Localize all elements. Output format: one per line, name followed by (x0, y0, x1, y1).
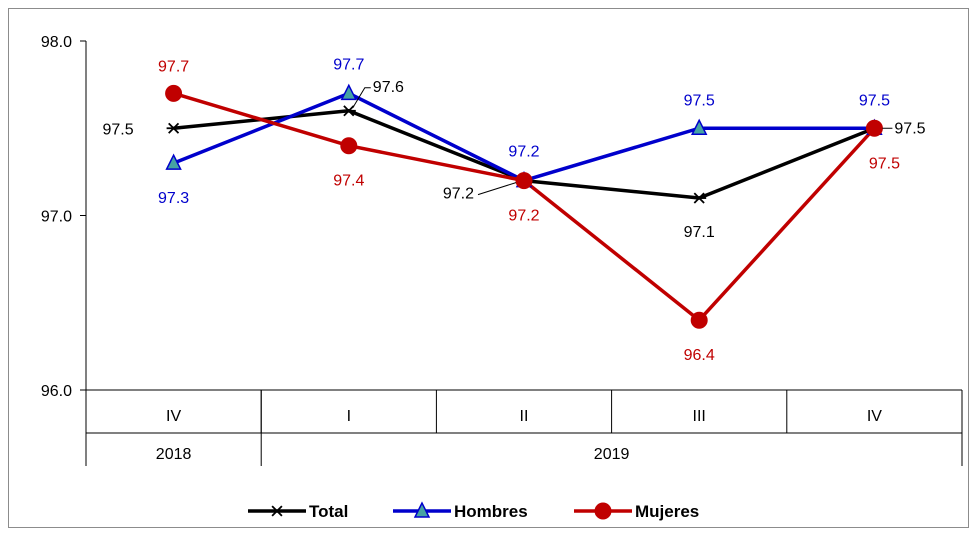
data-label-mujeres: 96.4 (684, 347, 715, 364)
leader-line (352, 87, 371, 109)
y-tick-label: 98.0 (41, 34, 72, 51)
data-label-hombres: 97.7 (333, 56, 364, 73)
x-group-label: 2019 (594, 446, 630, 463)
data-label-hombres: 97.5 (684, 92, 715, 109)
data-point-hombres (690, 118, 708, 135)
data-point-total (166, 122, 181, 134)
leader-line (477, 182, 517, 196)
x-tick-label: III (693, 408, 706, 425)
data-label-total: 97.5 (894, 120, 925, 137)
data-label-hombres: 97.5 (859, 92, 890, 109)
y-tick-label: 96.0 (41, 383, 72, 400)
legend-label-hombres: Hombres (454, 502, 528, 521)
data-label-mujeres: 97.4 (333, 173, 364, 190)
data-label-total: 97.2 (443, 186, 474, 203)
data-point-mujeres (340, 137, 358, 155)
data-point-total (341, 105, 356, 117)
data-point-mujeres (690, 311, 708, 329)
data-label-mujeres: 97.7 (158, 58, 189, 75)
data-point-mujeres (515, 172, 533, 190)
x-tick-label: IV (166, 408, 181, 425)
legend-marker-hombres (413, 501, 431, 518)
legend-label-total: Total (309, 502, 348, 521)
series-line-hombres (172, 91, 875, 183)
data-point-mujeres (865, 119, 883, 137)
legend-marker-mujeres (594, 502, 612, 520)
data-point-total (692, 192, 707, 204)
x-group-label: 2018 (156, 446, 192, 463)
data-label-mujeres: 97.5 (869, 155, 900, 172)
data-point-hombres (165, 153, 182, 170)
legend-label-mujeres: Mujeres (635, 502, 699, 521)
x-tick-label: IV (867, 408, 882, 425)
x-tick-label: II (520, 408, 529, 425)
data-label-hombres: 97.2 (508, 144, 539, 161)
y-tick-label: 97.0 (41, 209, 72, 226)
x-tick-label: I (347, 408, 351, 425)
data-point-hombres (340, 83, 358, 101)
data-label-mujeres: 97.2 (508, 208, 539, 225)
data-label-total: 97.5 (102, 121, 133, 138)
data-label-hombres: 97.3 (158, 190, 189, 207)
data-label-total: 97.6 (373, 79, 404, 96)
legend-marker-total (270, 505, 284, 517)
data-label-total: 97.1 (684, 224, 715, 241)
data-point-mujeres (165, 84, 183, 102)
